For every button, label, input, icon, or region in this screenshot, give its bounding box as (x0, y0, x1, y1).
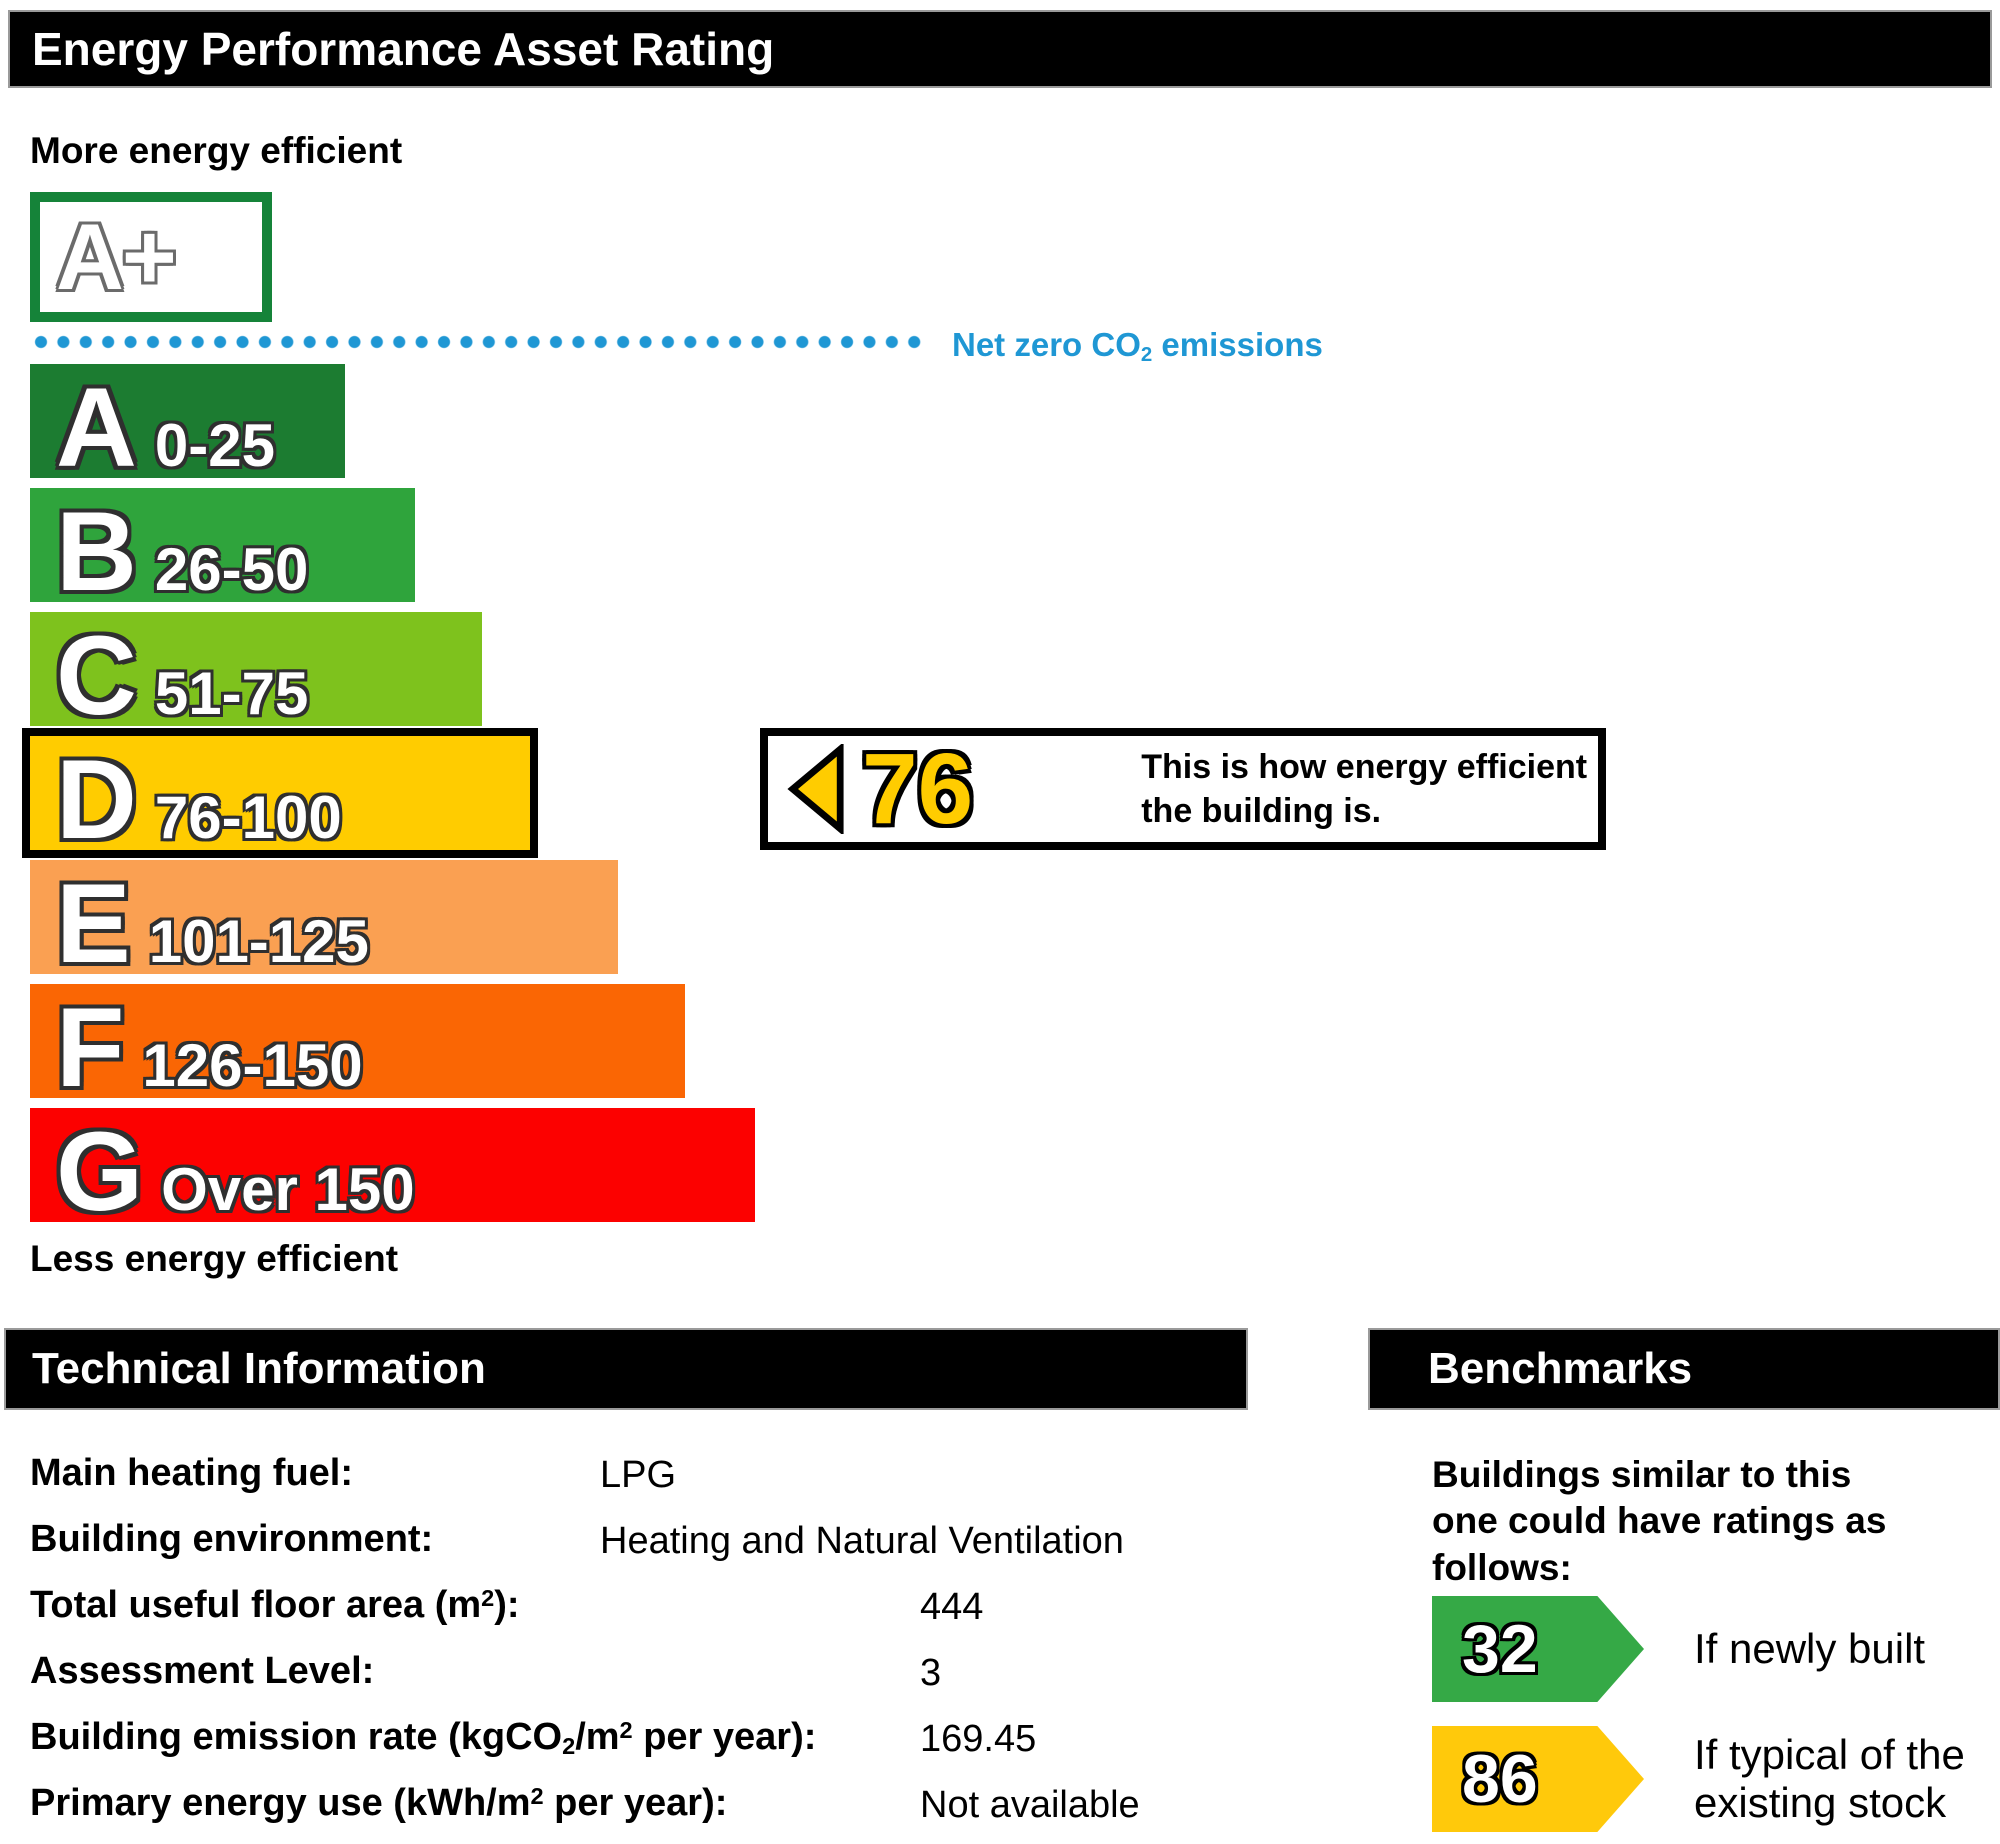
tech-row-building-emission-rate: Building emission rate (kgCO2/m2 per yea… (30, 1716, 1350, 1760)
tech-label: Building emission rate (kgCO2/m2 per yea… (30, 1716, 817, 1760)
a-plus-band: A+ (30, 192, 272, 322)
band-range: 26-50 (154, 536, 309, 603)
tech-label: Main heating fuel: (30, 1452, 353, 1494)
net-zero-annotation: Net zero CO2 emissions (952, 326, 1323, 367)
rating-band-d: D 76-100 (22, 728, 538, 858)
band-range: 101-125 (148, 908, 369, 975)
tech-row-assessment-level: Assessment Level: 3 (30, 1650, 1350, 1694)
rating-band-c: C 51-75 (30, 612, 482, 732)
net-zero-dotted-line (30, 334, 928, 350)
benchmarks-intro: Buildings similar to this one could have… (1432, 1454, 1887, 1588)
tech-row-main-heating-fuel: Main heating fuel: LPG (30, 1452, 1350, 1496)
a-plus-label: A+ (56, 204, 177, 309)
rating-band-b: B 26-50 (30, 488, 415, 608)
rating-bands: A 0-25 B 26-50 C 51-75 D 76-100 E 101-125 F 126-150… (22, 364, 755, 1232)
band-letter: E (56, 861, 131, 986)
description-line-1: This is how energy efficient (1141, 747, 1588, 786)
technical-rows: Main heating fuel: LPG Building environmen… (30, 1452, 1350, 1844)
benchmarks-title: Benchmarks (1428, 1344, 1693, 1393)
page-title: Energy Performance Asset Rating (32, 23, 775, 75)
tech-value: LPG (600, 1454, 677, 1496)
band-range: 51-75 (154, 660, 309, 727)
band-letter: G (56, 1109, 144, 1234)
band-letter: D (56, 737, 137, 862)
net-zero-text: Net zero CO (952, 326, 1141, 363)
tech-value: 169.45 (920, 1718, 1037, 1760)
benchmark-arrow-badge: 86 (1432, 1726, 1644, 1832)
technical-information-title: Technical Information (32, 1344, 486, 1393)
rating-band-e: E 101-125 (30, 860, 618, 980)
benchmark-items: 32 If newly built 86 If typical of the exis… (1432, 1596, 1992, 1844)
current-rating-description: This is how energy efficient the buildin… (1141, 745, 1587, 833)
less-energy-efficient-label: Less energy efficient (30, 1238, 399, 1279)
more-energy-efficient-label: More energy efficient (30, 130, 403, 171)
rating-band-a: A 0-25 (30, 364, 345, 484)
tech-row-building-environment: Building environment: Heating and Natural… (30, 1518, 1350, 1562)
benchmark-arrow-badge: 32 (1432, 1596, 1644, 1702)
net-zero-subscript: 2 (1140, 343, 1153, 367)
benchmark-label: If typical of the existing stock (1694, 1730, 1965, 1826)
band-letter: B (56, 489, 137, 614)
tech-value: Heating and Natural Ventilation (600, 1520, 1124, 1562)
rating-band-g: G Over 150 (30, 1108, 755, 1228)
benchmark-newly-built: 32 If newly built (1432, 1596, 1992, 1702)
tech-value: Not available (920, 1784, 1140, 1826)
rating-band-f: F 126-150 (30, 984, 685, 1104)
benchmark-value: 86 (1462, 1741, 1538, 1817)
tech-row-primary-energy-use: Primary energy use (kWh/m2 per year): Not… (30, 1782, 1350, 1826)
net-zero-text-tail: emissions (1152, 326, 1323, 363)
band-range: 0-25 (154, 412, 275, 479)
technical-information-header: Technical Information (4, 1328, 1248, 1410)
band-range: Over 150 (161, 1156, 415, 1223)
tech-label: Primary energy use (kWh/m2 per year): (30, 1782, 728, 1824)
benchmark-existing-stock: 86 If typical of the existing stock (1432, 1726, 1992, 1832)
tech-label: Assessment Level: (30, 1650, 375, 1692)
benchmark-label: If newly built (1694, 1624, 1926, 1672)
band-range: 76-100 (154, 784, 342, 851)
current-rating-indicator: 76 This is how energy efficient the buil… (760, 728, 1606, 850)
page-title-bar: Energy Performance Asset Rating (8, 10, 1992, 88)
tech-label: Total useful floor area (m2): (30, 1584, 520, 1626)
benchmark-value: 32 (1462, 1611, 1538, 1687)
tech-row-total-useful-floor-area: Total useful floor area (m2): 444 (30, 1584, 1350, 1628)
benchmarks-header: Benchmarks (1368, 1328, 2000, 1410)
band-letter: C (56, 613, 137, 738)
band-letter: F (56, 985, 125, 1110)
left-arrow-icon (787, 744, 844, 834)
current-rating-value: 76 (862, 733, 974, 845)
band-letter: A (56, 365, 137, 490)
tech-value: 444 (920, 1586, 984, 1628)
description-line-2: the building is. (1141, 792, 1382, 830)
tech-label: Building environment: (30, 1518, 434, 1560)
tech-value: 3 (920, 1652, 942, 1694)
band-range: 126-150 (142, 1032, 363, 1099)
